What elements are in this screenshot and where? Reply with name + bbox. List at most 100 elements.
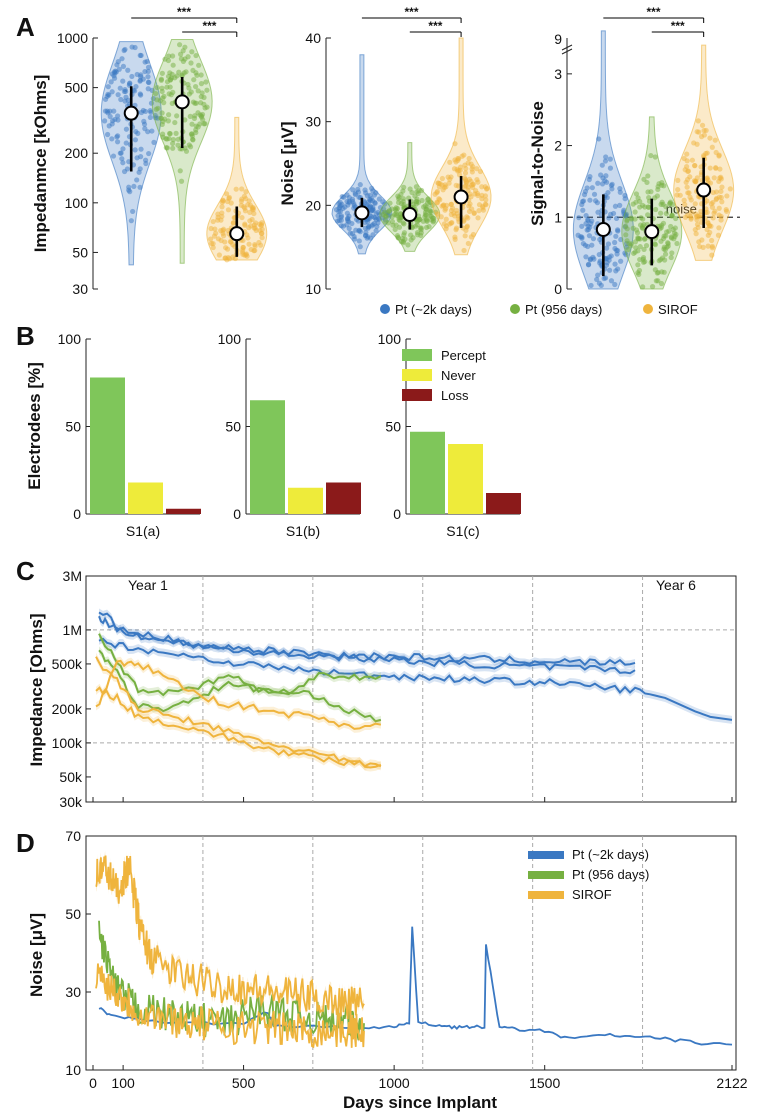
legend-label: Pt (956 days): [525, 302, 602, 317]
data-point: [193, 129, 199, 136]
data-point: [233, 186, 239, 192]
data-point: [167, 70, 173, 76]
data-point: [603, 262, 610, 268]
data-point: [120, 78, 126, 84]
data-point: [438, 214, 444, 220]
data-point: [365, 199, 371, 205]
data-point: [658, 210, 664, 216]
y-axis-label: Noise [μV]: [278, 121, 297, 205]
data-point: [137, 184, 143, 190]
data-point: [474, 190, 481, 197]
data-point: [463, 178, 469, 184]
data-point: [635, 248, 641, 254]
axis-break-mark: [561, 44, 573, 51]
violin-1: [100, 41, 162, 266]
data-point: [166, 53, 172, 59]
data-point: [659, 199, 665, 205]
data-point: [383, 213, 389, 219]
data-point: [144, 58, 150, 65]
data-point: [636, 271, 642, 277]
legend-swatch: [402, 349, 432, 361]
series-line-8: [95, 686, 382, 769]
data-point: [713, 195, 720, 202]
data-point: [362, 187, 368, 193]
data-point: [669, 201, 676, 208]
x-axis-label: Days since Implant: [343, 1093, 497, 1112]
data-point: [104, 131, 111, 138]
data-point: [385, 220, 391, 226]
data-point: [674, 192, 680, 198]
data-point: [219, 199, 225, 205]
data-point: [393, 222, 399, 228]
y-tick-label: 0: [233, 506, 241, 522]
data-point: [467, 201, 473, 207]
data-point: [193, 123, 199, 129]
data-point: [102, 108, 109, 114]
data-point: [220, 233, 227, 239]
data-point: [465, 240, 471, 247]
data-point: [226, 194, 232, 201]
data-point: [124, 166, 131, 172]
data-point: [168, 92, 174, 98]
data-point: [243, 189, 249, 195]
data-point: [193, 52, 199, 59]
significance-label: ***: [177, 5, 191, 19]
data-point: [608, 278, 615, 284]
data-point: [362, 225, 368, 231]
data-point: [138, 146, 144, 152]
data-point: [132, 147, 138, 153]
violin-3: [673, 44, 735, 261]
data-point: [170, 145, 176, 151]
data-point: [241, 193, 248, 199]
data-point: [164, 145, 170, 151]
data-point: [452, 236, 458, 242]
data-point: [401, 221, 407, 227]
data-point: [133, 83, 139, 90]
legend-a: Pt (~2k days) Pt (956 days) SIROF: [380, 302, 698, 317]
data-point: [688, 216, 694, 222]
data-point: [244, 232, 250, 238]
data-point: [147, 108, 153, 114]
data-point: [441, 221, 447, 227]
panel-letter-d: D: [16, 828, 35, 858]
data-point: [682, 201, 688, 208]
data-point: [579, 223, 585, 229]
data-point: [138, 154, 144, 160]
data-point: [640, 216, 646, 222]
data-point: [583, 212, 589, 219]
data-point: [259, 235, 265, 241]
data-point: [363, 229, 369, 236]
data-point: [183, 69, 189, 75]
data-point: [228, 239, 234, 245]
data-point: [121, 47, 127, 54]
data-point: [222, 255, 228, 261]
data-point: [369, 207, 375, 213]
data-point: [633, 227, 640, 233]
data-point: [469, 166, 475, 172]
data-point: [723, 207, 729, 213]
data-point: [672, 233, 678, 239]
data-point: [170, 136, 177, 143]
data-point: [197, 112, 203, 118]
data-point: [243, 252, 249, 258]
data-point: [585, 261, 592, 267]
data-point: [675, 186, 681, 193]
data-point: [591, 191, 598, 197]
y-tick-label: 2: [554, 138, 562, 154]
data-point: [126, 184, 132, 190]
data-point: [454, 166, 460, 172]
data-point: [448, 201, 454, 208]
data-point: [249, 204, 255, 211]
data-point: [169, 53, 176, 59]
data-point: [117, 85, 123, 91]
data-point: [716, 153, 722, 159]
bar-loss: [166, 508, 201, 514]
data-point: [583, 254, 589, 260]
data-point: [584, 185, 590, 191]
data-point: [219, 204, 225, 210]
data-point: [718, 174, 724, 180]
data-point: [710, 215, 716, 221]
data-point: [164, 136, 170, 142]
data-point: [612, 261, 618, 267]
data-point: [609, 181, 615, 187]
